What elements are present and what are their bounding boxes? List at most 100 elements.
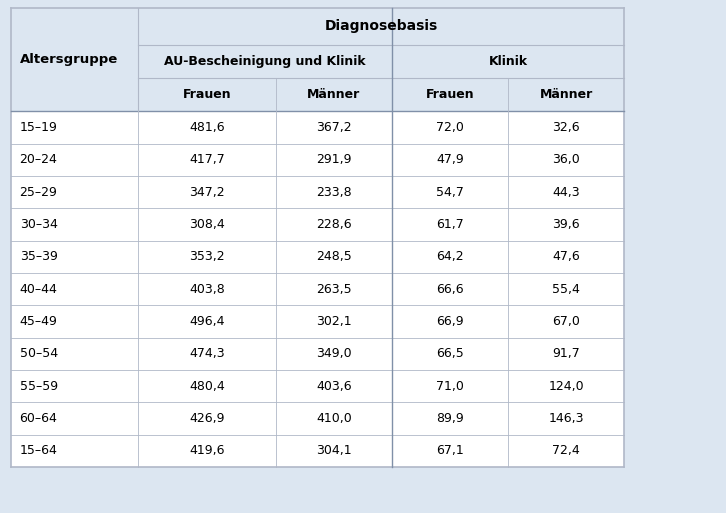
Bar — [11, 176, 138, 208]
Bar — [392, 273, 508, 305]
Bar — [138, 111, 276, 144]
Text: 496,4: 496,4 — [189, 315, 224, 328]
Bar — [508, 208, 624, 241]
Text: 35–39: 35–39 — [20, 250, 57, 263]
Text: 474,3: 474,3 — [189, 347, 225, 360]
Text: 67,0: 67,0 — [552, 315, 580, 328]
Text: 481,6: 481,6 — [189, 121, 225, 134]
Text: 36,0: 36,0 — [552, 153, 580, 166]
Text: 71,0: 71,0 — [436, 380, 464, 392]
Bar — [11, 402, 138, 435]
Bar — [138, 273, 276, 305]
Bar — [508, 305, 624, 338]
Bar — [392, 305, 508, 338]
Text: Klinik: Klinik — [489, 55, 528, 68]
Bar — [392, 370, 508, 402]
Bar — [392, 111, 508, 144]
Text: 66,6: 66,6 — [436, 283, 464, 295]
Bar — [508, 435, 624, 467]
Bar — [508, 176, 624, 208]
Text: Männer: Männer — [307, 88, 361, 101]
Text: 15–19: 15–19 — [20, 121, 57, 134]
Text: Altersgruppe: Altersgruppe — [20, 53, 118, 66]
Bar — [138, 305, 276, 338]
Text: 89,9: 89,9 — [436, 412, 464, 425]
Bar — [11, 111, 138, 144]
Bar — [11, 241, 138, 273]
Text: 417,7: 417,7 — [189, 153, 225, 166]
Bar — [508, 273, 624, 305]
Bar — [276, 435, 392, 467]
Bar — [138, 370, 276, 402]
Bar — [392, 241, 508, 273]
Text: 72,4: 72,4 — [552, 444, 580, 457]
Bar — [276, 402, 392, 435]
Text: 263,5: 263,5 — [316, 283, 352, 295]
Text: 426,9: 426,9 — [189, 412, 224, 425]
Bar — [508, 338, 624, 370]
Text: 64,2: 64,2 — [436, 250, 464, 263]
Text: 480,4: 480,4 — [189, 380, 225, 392]
Bar — [138, 78, 276, 111]
Bar — [392, 78, 508, 111]
Text: 40–44: 40–44 — [20, 283, 57, 295]
Bar — [508, 241, 624, 273]
Text: 91,7: 91,7 — [552, 347, 580, 360]
Bar — [276, 111, 392, 144]
Bar — [392, 144, 508, 176]
Text: 291,9: 291,9 — [317, 153, 351, 166]
Text: 146,3: 146,3 — [549, 412, 584, 425]
Bar — [392, 435, 508, 467]
Text: 367,2: 367,2 — [316, 121, 352, 134]
Text: 32,6: 32,6 — [552, 121, 580, 134]
Bar — [276, 338, 392, 370]
Bar — [276, 370, 392, 402]
Bar — [508, 144, 624, 176]
Text: 410,0: 410,0 — [316, 412, 352, 425]
Text: 50–54: 50–54 — [20, 347, 58, 360]
Bar — [138, 208, 276, 241]
Bar — [11, 338, 138, 370]
Bar — [138, 144, 276, 176]
Text: 72,0: 72,0 — [436, 121, 464, 134]
Bar — [138, 402, 276, 435]
Bar — [276, 176, 392, 208]
Text: Diagnosebasis: Diagnosebasis — [325, 19, 438, 33]
Text: Frauen: Frauen — [426, 88, 474, 101]
Bar — [11, 435, 138, 467]
Text: 54,7: 54,7 — [436, 186, 464, 199]
Text: 30–34: 30–34 — [20, 218, 57, 231]
Bar — [11, 208, 138, 241]
Text: 308,4: 308,4 — [189, 218, 225, 231]
Bar — [508, 370, 624, 402]
Text: Männer: Männer — [539, 88, 593, 101]
Bar — [138, 435, 276, 467]
Bar — [276, 241, 392, 273]
Text: 403,8: 403,8 — [189, 283, 225, 295]
Text: 15–64: 15–64 — [20, 444, 57, 457]
Text: 66,5: 66,5 — [436, 347, 464, 360]
Bar — [392, 45, 624, 78]
Bar — [392, 176, 508, 208]
Bar — [276, 273, 392, 305]
Bar — [138, 241, 276, 273]
Bar — [508, 78, 624, 111]
Text: 61,7: 61,7 — [436, 218, 464, 231]
Bar — [11, 144, 138, 176]
Text: 55,4: 55,4 — [552, 283, 580, 295]
Bar — [138, 338, 276, 370]
Bar — [11, 273, 138, 305]
Text: 55–59: 55–59 — [20, 380, 58, 392]
Bar — [11, 8, 138, 111]
Bar — [138, 45, 392, 78]
Text: AU-Bescheinigung und Klinik: AU-Bescheinigung und Klinik — [164, 55, 366, 68]
Bar — [138, 8, 624, 45]
Bar — [392, 338, 508, 370]
Text: 20–24: 20–24 — [20, 153, 57, 166]
Text: 349,0: 349,0 — [316, 347, 352, 360]
Text: 347,2: 347,2 — [189, 186, 225, 199]
Text: 47,6: 47,6 — [552, 250, 580, 263]
Text: 66,9: 66,9 — [436, 315, 464, 328]
Bar — [392, 208, 508, 241]
Bar — [11, 305, 138, 338]
